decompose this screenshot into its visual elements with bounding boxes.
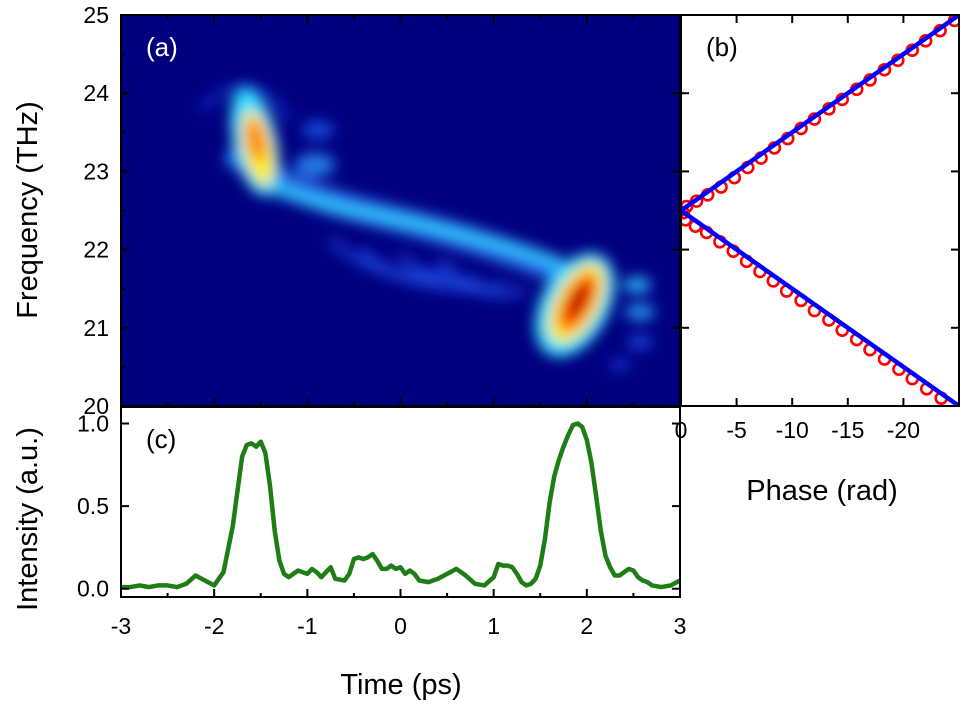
frame-b (680, 14, 960, 407)
panel-label-a: (a) (146, 32, 178, 62)
y-tick-label-frequency: 21 (83, 315, 109, 341)
x-tick-label-time: 0 (394, 613, 407, 639)
y-tick-label-intensity: 1.0 (77, 411, 109, 437)
heatmap-image (197, 83, 655, 371)
phase-fit-line (681, 15, 959, 406)
y-axis-title-frequency: Frequency (THz) (12, 101, 44, 319)
y-tick-label-intensity: 0.0 (77, 576, 109, 602)
panel-label-c: (c) (146, 424, 176, 454)
x-tick-label-phase: -15 (831, 417, 864, 443)
panel-label-b: (b) (706, 32, 738, 62)
phase-panel: (b) (681, 15, 959, 406)
y-tick-label-intensity: 0.5 (77, 493, 109, 519)
x-tick-label-phase: -20 (887, 417, 920, 443)
x-tick-label-time: -2 (204, 613, 224, 639)
y-tick-label-frequency: 25 (83, 2, 109, 28)
phase-fit-polyline (681, 15, 959, 406)
x-axis-title-time: Time (ps) (340, 669, 461, 701)
y-axis-title-intensity: Intensity (a.u.) (12, 427, 44, 611)
heatmap-panel: (a) (121, 15, 680, 406)
intensity-polyline (121, 421, 680, 590)
x-tick-label-time: -1 (297, 613, 317, 639)
y-tick-label-frequency: 22 (83, 237, 109, 263)
phase-plot-area (681, 15, 959, 406)
x-axis-title-phase: Phase (rad) (746, 475, 898, 507)
intensity-line-series (121, 421, 680, 590)
x-tick-label-time: 2 (580, 613, 593, 639)
x-tick-label-time: 3 (674, 613, 687, 639)
x-tick-label-phase: 0 (675, 417, 688, 443)
y-tick-label-frequency: 24 (83, 80, 109, 106)
intensity-panel: (c) (121, 407, 680, 597)
x-tick-label-phase: -10 (776, 417, 809, 443)
y-tick-label-frequency: 23 (83, 158, 109, 184)
x-tick-label-time: 1 (487, 613, 500, 639)
tick-marks (120, 14, 959, 597)
x-tick-label-time: -3 (111, 613, 131, 639)
y-tick-label-frequency: 20 (83, 393, 109, 419)
x-tick-label-phase: -5 (726, 417, 746, 443)
